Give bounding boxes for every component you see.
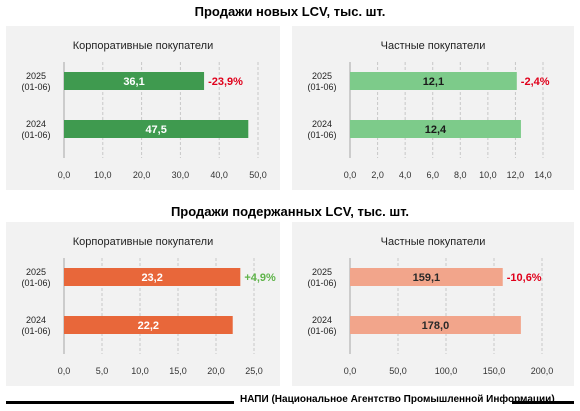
x-tick-label: 30,0: [172, 170, 190, 180]
x-tick-label: 10,0: [94, 170, 112, 180]
bar: [350, 72, 517, 90]
y-category-sublabel: (01-06): [307, 326, 336, 336]
x-tick-label: 40,0: [210, 170, 228, 180]
change-annotation: -2,4%: [521, 76, 550, 88]
y-category-sublabel: (01-06): [21, 130, 50, 140]
x-tick-label: 6,0: [426, 170, 439, 180]
change-annotation: -23,9%: [208, 76, 243, 88]
bar-value-label: 178,0: [422, 320, 450, 332]
chart-panel-new-private: Частные покупатели 0,0 2,0 4,0 6,0 8,0 10,0 12…: [292, 26, 574, 190]
y-category-label: 2025: [26, 267, 46, 277]
x-tick-label: 0,0: [344, 170, 357, 180]
y-category-label: 2024: [26, 315, 46, 325]
chart-panel-used-private: Частные покупатели 0,0 50,0 100,0 150,0 200,…: [292, 222, 574, 386]
x-tick-label: 100,0: [435, 366, 458, 376]
x-tick-label: 5,0: [96, 366, 109, 376]
x-tick-label: 12,0: [507, 170, 525, 180]
x-tick-label: 50,0: [389, 366, 407, 376]
x-tick-label: 4,0: [399, 170, 412, 180]
change-annotation: -10,6%: [507, 272, 542, 284]
bar-value-label: 36,1: [123, 76, 144, 88]
x-tick-label: 14,0: [534, 170, 552, 180]
section-title-new: Продажи новых LCV, тыс. шт.: [194, 4, 386, 19]
x-tick-label: 8,0: [454, 170, 467, 180]
x-tick-label: 0,0: [344, 366, 357, 376]
footer-source: НАПИ (Национальное Агентство Промышленно…: [240, 394, 555, 405]
bar-chart-used-corporate: 0,0 5,0 10,0 15,0 20,0 25,023,22025(01-06)22,…: [21, 258, 276, 376]
y-category-label: 2024: [312, 119, 332, 129]
y-category-label: 2025: [312, 267, 332, 277]
bar-value-label: 47,5: [145, 124, 166, 136]
bar-value-label: 12,4: [425, 124, 447, 136]
y-category-sublabel: (01-06): [21, 82, 50, 92]
x-tick-label: 10,0: [131, 366, 149, 376]
x-tick-label: 25,0: [245, 366, 263, 376]
y-category-label: 2025: [26, 71, 46, 81]
bar-chart-new-corporate: 0,0 10,0 20,0 30,0 40,0 50,036,12025(01-06)47…: [21, 62, 267, 180]
bar: [64, 120, 249, 138]
x-tick-label: 50,0: [249, 170, 267, 180]
y-category-label: 2024: [26, 119, 46, 129]
change-annotation: +4,9%: [244, 272, 276, 284]
bar-chart-new-private: 0,0 2,0 4,0 6,0 8,0 10,0 12,0 14,012,12025(01-0…: [307, 62, 552, 180]
bar: [64, 268, 241, 286]
bar: [350, 268, 503, 286]
bar: [350, 120, 521, 138]
footer-rule-right: [512, 401, 574, 404]
x-tick-label: 10,0: [479, 170, 497, 180]
bar: [350, 316, 521, 334]
y-category-label: 2025: [312, 71, 332, 81]
panel-title: Частные покупатели: [380, 40, 486, 52]
section-title-used: Продажи подержанных LCV, тыс. шт.: [170, 204, 410, 219]
y-category-sublabel: (01-06): [21, 278, 50, 288]
bar-chart-used-private: 0,0 50,0 100,0 150,0 200,0159,12025(01-06)17…: [307, 258, 554, 376]
x-tick-label: 0,0: [58, 366, 71, 376]
bar-value-label: 12,1: [423, 76, 444, 88]
y-category-sublabel: (01-06): [307, 278, 336, 288]
x-tick-label: 150,0: [483, 366, 506, 376]
x-tick-label: 200,0: [531, 366, 554, 376]
x-tick-label: 2,0: [371, 170, 384, 180]
panel-title: Частные покупатели: [380, 236, 486, 248]
y-category-sublabel: (01-06): [307, 82, 336, 92]
footer: НАПИ (Национальное Агентство Промышленно…: [0, 392, 580, 410]
bar-value-label: 22,2: [138, 320, 159, 332]
bar-value-label: 159,1: [413, 272, 441, 284]
x-tick-label: 0,0: [58, 170, 71, 180]
footer-rule-left: [6, 401, 234, 404]
chart-panel-used-corporate: Корпоративные покупатели 0,0 5,0 10,0 15,0 2…: [6, 222, 280, 386]
bar: [64, 72, 205, 90]
panel-title: Корпоративные покупатели: [72, 236, 214, 248]
y-category-label: 2024: [312, 315, 332, 325]
x-tick-label: 20,0: [133, 170, 151, 180]
x-tick-label: 15,0: [169, 366, 187, 376]
bar-value-label: 23,2: [141, 272, 162, 284]
bar: [64, 316, 233, 334]
y-category-sublabel: (01-06): [307, 130, 336, 140]
x-tick-label: 20,0: [207, 366, 225, 376]
panel-title: Корпоративные покупатели: [72, 40, 214, 52]
y-category-sublabel: (01-06): [21, 326, 50, 336]
chart-panel-new-corporate: Корпоративные покупатели 0,0 10,0 20,0 30,0…: [6, 26, 280, 190]
